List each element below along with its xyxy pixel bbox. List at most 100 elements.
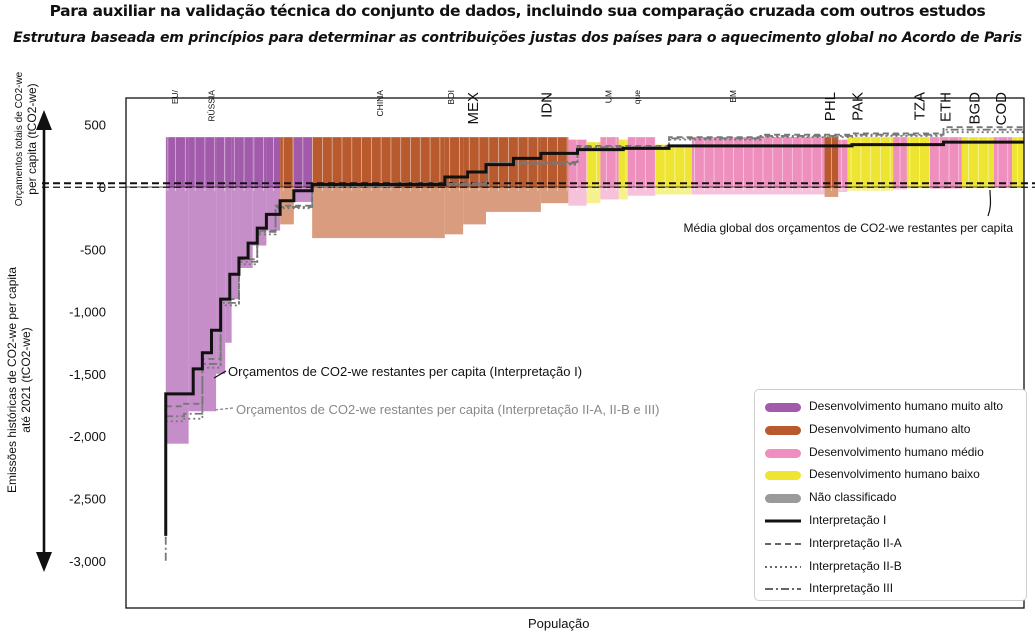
historical-bar-5 [238, 187, 253, 268]
budget-bar-15 [568, 139, 587, 187]
y-tick-label-4: -1,500 [69, 367, 106, 382]
global-mean-pointer [987, 189, 992, 217]
legend-item: Interpretação II-B [755, 556, 1026, 579]
legend-line-sample [765, 542, 801, 545]
historical-bar-0 [165, 187, 189, 444]
legend-swatch [765, 448, 801, 458]
legend-item: Desenvolvimento humano médio [755, 442, 1026, 465]
budget-bar-26 [906, 137, 930, 187]
budget-bar-23 [838, 139, 848, 187]
historical-bar-10 [312, 187, 445, 239]
y-axis-label-bottom-line2: até 2021 (tCO2-we) [19, 327, 33, 433]
legend-label: Interpretação II-B [809, 558, 902, 573]
legend-label: Desenvolvimento humano médio [809, 444, 984, 459]
historical-bar-11 [444, 187, 464, 235]
interp-i-pointer [213, 370, 227, 379]
y-tick-label-6: -2,500 [69, 492, 106, 507]
country-label-que: que [632, 90, 642, 104]
y-axis-label-bottom: Emissões históricas de CO2-we per capita… [5, 255, 33, 505]
legend-label: Não classificado [809, 490, 897, 505]
historical-bar-17 [600, 187, 619, 200]
y-tick-label-0: 500 [84, 118, 106, 133]
legend-label: Interpretação III [809, 581, 894, 596]
budget-bar-2 [216, 137, 226, 187]
budget-bar-28 [961, 137, 994, 187]
country-label-boi: BOI [446, 90, 456, 105]
country-label-idn: IDN [538, 92, 555, 118]
interp-i-annotation: Orçamentos de CO2-we restantes per capit… [228, 364, 582, 379]
historical-bar-16 [586, 187, 601, 204]
chart-title: Para auxiliar na validação técnica do co… [49, 2, 986, 20]
legend: Desenvolvimento humano muito alto Desenvo… [754, 389, 1027, 601]
historical-bar-27 [929, 187, 962, 189]
y-tick-label-3: -1,000 [69, 305, 106, 320]
legend-line-sample [765, 565, 801, 568]
legend-item: Interpretação II-A [755, 533, 1026, 556]
chart-subtitle: Estrutura baseada em princípios para det… [13, 30, 1022, 46]
y-axis-label-bottom-line1: Emissões históricas de CO2-we per capita [5, 266, 19, 494]
budget-bar-0 [165, 137, 189, 187]
legend-label: Desenvolvimento humano alto [809, 421, 971, 436]
legend-label: Desenvolvimento humano baixo [809, 467, 980, 482]
historical-bar-6 [252, 187, 267, 246]
country-label-mex: MEX [465, 92, 482, 125]
y-tick-label-5: -2,000 [69, 429, 106, 444]
country-label-um: UM [604, 90, 614, 103]
historical-bar-2 [216, 187, 226, 374]
budget-bar-30 [1012, 137, 1024, 187]
country-label-eth: ETH [937, 92, 954, 122]
country-label-cod: COD [993, 92, 1010, 126]
y-tick-label-2: -500 [80, 242, 106, 257]
historical-bar-19 [627, 187, 656, 196]
budget-bar-6 [252, 137, 267, 187]
budget-bar-10 [312, 137, 445, 187]
historical-bar-12 [463, 187, 486, 225]
budget-bar-12 [463, 137, 486, 187]
country-label-bgd: BGD [967, 92, 984, 125]
series-line-dotted [165, 131, 1024, 423]
country-label-phl: PHL [822, 92, 839, 121]
historical-bar-21 [691, 187, 825, 195]
budget-bar-3 [225, 137, 232, 187]
budget-bar-20 [655, 144, 692, 187]
historical-bar-22 [824, 187, 839, 197]
country-label-tza: TZA [912, 92, 929, 120]
budget-bar-18 [618, 139, 628, 187]
legend-item: Interpretação I [755, 510, 1026, 533]
historical-bar-20 [655, 187, 692, 195]
legend-swatch [765, 471, 801, 481]
historical-bar-3 [225, 187, 232, 343]
legend-label: Desenvolvimento humano muito alto [809, 399, 1004, 413]
country-label-pak: PAK [849, 92, 866, 121]
legend-item: Desenvolvimento humano baixo [755, 464, 1026, 487]
historical-bar-15 [568, 187, 587, 206]
legend-swatch [765, 494, 801, 504]
y-tick-label-1: 0 [99, 180, 106, 195]
legend-swatch [765, 403, 801, 412]
series-group [164, 126, 1024, 561]
historical-bar-14 [540, 187, 569, 204]
historical-bar-4 [231, 187, 239, 300]
legend-line-sample [765, 588, 801, 591]
historical-bar-13 [486, 187, 541, 212]
legend-label: Interpretação II-A [809, 535, 902, 550]
interp-others-pointer [213, 407, 234, 411]
plot-frame [125, 97, 1025, 609]
series-line-solid [164, 140, 1024, 536]
country-label-rússia: RÚSSIA [207, 90, 217, 122]
budget-bar-8 [280, 137, 294, 187]
y-tick-label-7: -3,000 [69, 554, 106, 569]
legend-item: Desenvolvimento humano alto [755, 419, 1026, 442]
budget-bar-16 [586, 142, 601, 187]
budget-bar-19 [627, 137, 656, 187]
y-axis-label-top: Orçamentos totais de CO2-we per capita (… [13, 69, 39, 209]
budget-bar-4 [231, 137, 239, 187]
legend-label: Interpretação I [809, 512, 887, 527]
legend-item: Não classificado [755, 487, 1026, 510]
y-arrow-head-up [36, 110, 52, 130]
interp-others-annotation: Orçamentos de CO2-we restantes per capit… [236, 402, 659, 417]
series-line-dashdot [164, 128, 1024, 561]
legend-item: Desenvolvimento humano muito alto [755, 396, 1026, 419]
budget-bar-1 [188, 137, 217, 187]
